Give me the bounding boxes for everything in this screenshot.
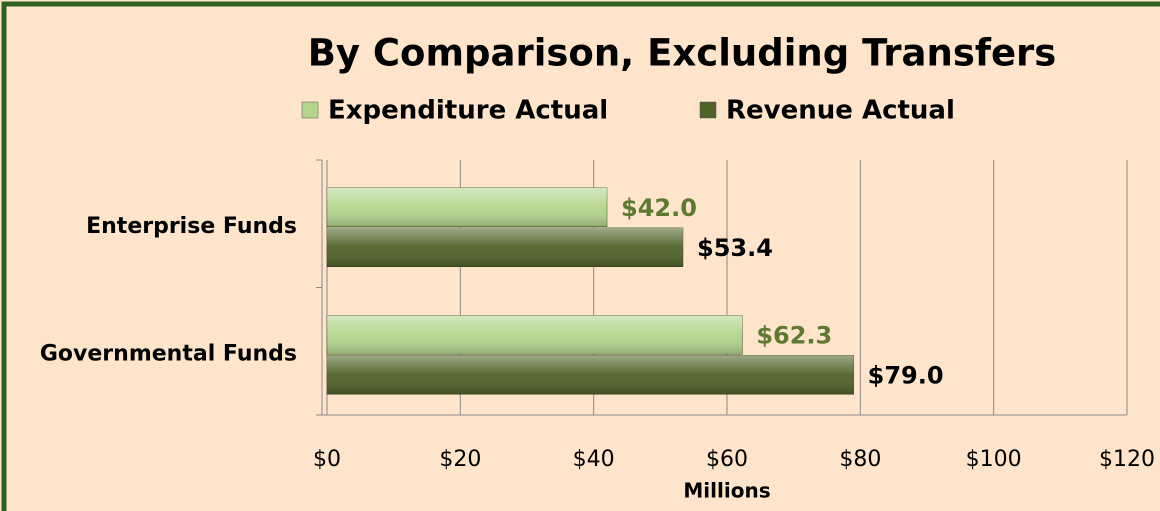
value-label: $62.3 — [756, 321, 832, 349]
x-tick-label: $20 — [439, 447, 481, 472]
legend-label: Expenditure Actual — [328, 96, 608, 126]
bar-shine — [327, 187, 607, 227]
value-label: $42.0 — [621, 194, 697, 222]
x-tick-label: $60 — [706, 447, 748, 472]
value-label: $53.4 — [697, 234, 773, 262]
legend-label: Revenue Actual — [726, 96, 955, 126]
value-label: $79.0 — [868, 361, 944, 389]
y-tick-label: Enterprise Funds — [86, 214, 297, 239]
bar-shine — [327, 227, 683, 267]
x-axis-label: Millions — [683, 479, 770, 503]
bar-shine — [327, 355, 854, 395]
chart-title: By Comparison, Excluding Transfers — [308, 32, 1057, 75]
x-tick-label: $100 — [966, 447, 1022, 472]
y-tick-label: Governmental Funds — [40, 341, 297, 366]
x-tick-label: $80 — [839, 447, 881, 472]
x-tick-label: $40 — [573, 447, 615, 472]
legend-swatch — [301, 101, 319, 119]
x-tick-label: $0 — [313, 447, 341, 472]
x-tick-label: $120 — [1099, 447, 1155, 472]
bar-shine — [327, 315, 743, 355]
legend-swatch — [699, 101, 717, 119]
